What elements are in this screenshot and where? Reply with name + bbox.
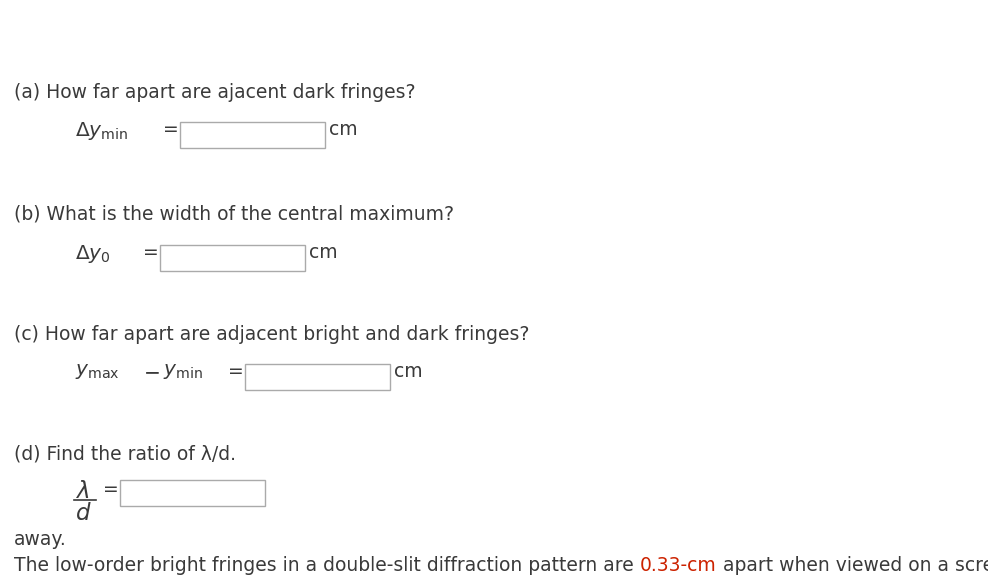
Text: (a) How far apart are ajacent dark fringes?: (a) How far apart are ajacent dark fring… — [14, 83, 416, 102]
Text: (d) Find the ratio of λ/d.: (d) Find the ratio of λ/d. — [14, 445, 236, 464]
Text: (b) What is the width of the central maximum?: (b) What is the width of the central max… — [14, 205, 454, 224]
Bar — [120, 480, 265, 506]
Text: (c) How far apart are adjacent bright and dark fringes?: (c) How far apart are adjacent bright an… — [14, 325, 530, 344]
Text: cm: cm — [329, 120, 358, 139]
Bar — [180, 122, 325, 148]
Text: $y_{\rm max}$: $y_{\rm max}$ — [75, 362, 120, 381]
Text: $\lambda$: $\lambda$ — [75, 480, 89, 503]
Text: The low-order bright fringes in a double-slit diffraction pattern are: The low-order bright fringes in a double… — [14, 556, 640, 575]
Text: cm: cm — [309, 243, 338, 262]
Text: $y_{\rm min}$: $y_{\rm min}$ — [163, 362, 203, 381]
Text: cm: cm — [394, 362, 423, 381]
Text: =: = — [143, 243, 159, 262]
Text: =: = — [228, 362, 244, 381]
Bar — [160, 245, 305, 271]
Text: $-$: $-$ — [143, 362, 160, 381]
Text: $\Delta y_0$: $\Delta y_0$ — [75, 243, 111, 265]
Text: $d$: $d$ — [75, 502, 92, 525]
Bar — [245, 364, 390, 390]
Text: away.: away. — [14, 530, 67, 549]
Text: apart when viewed on a screen that is: apart when viewed on a screen that is — [716, 556, 988, 575]
Text: $\Delta y_{\rm min}$: $\Delta y_{\rm min}$ — [75, 120, 128, 142]
Text: =: = — [103, 480, 119, 499]
Text: 0.33-cm: 0.33-cm — [640, 556, 716, 575]
Text: =: = — [163, 120, 179, 139]
